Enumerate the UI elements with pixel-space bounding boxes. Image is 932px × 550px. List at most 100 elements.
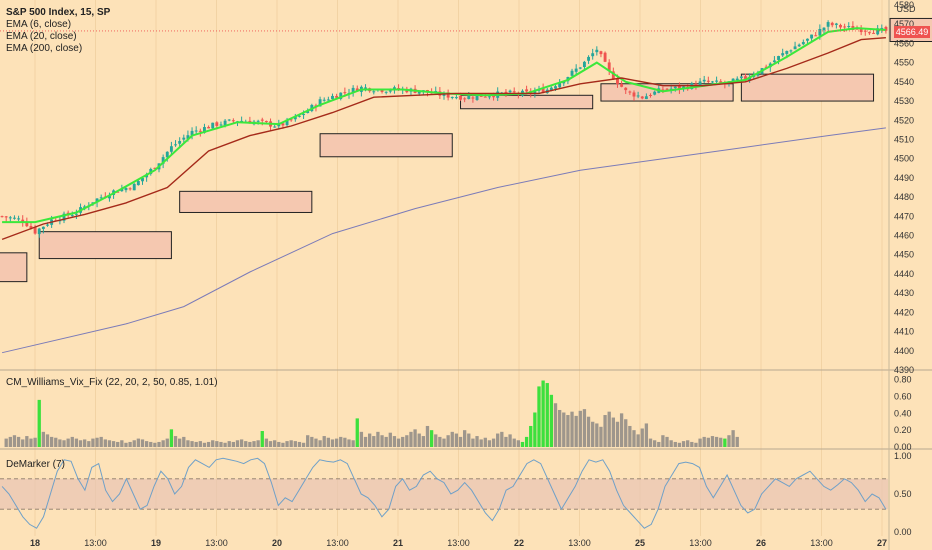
candle-body: [108, 196, 111, 199]
candle-body: [46, 224, 49, 226]
candle-body: [661, 89, 665, 91]
candle-body: [128, 188, 132, 190]
candle-body: [834, 23, 838, 25]
vix-bar: [380, 435, 384, 447]
vix-bar: [8, 436, 12, 447]
candle-body: [574, 68, 578, 72]
vix-bar: [553, 403, 558, 447]
candle-body: [777, 56, 780, 60]
vix-bar: [25, 436, 29, 447]
ema6-legend: EMA (6, close): [6, 19, 71, 30]
vix-bar: [710, 436, 715, 447]
candle-body: [880, 27, 884, 29]
vix-bar: [665, 436, 669, 447]
demarker-tick-label: 0.00: [894, 527, 912, 537]
candle-body: [599, 51, 603, 55]
vix-bar: [190, 441, 194, 447]
candle-body: [256, 120, 260, 122]
candle-body: [165, 151, 169, 158]
time-tick-label: 13:00: [568, 538, 591, 548]
vix-bar: [607, 411, 611, 447]
vix-bar: [186, 440, 190, 447]
price-tick-label: 4580: [894, 0, 914, 10]
vix-bar: [235, 440, 240, 447]
price-tick-label: 4440: [894, 269, 914, 279]
vix-bar: [434, 434, 438, 447]
vix-bar: [599, 426, 603, 447]
candle-body: [326, 99, 330, 101]
candle-body: [483, 96, 487, 98]
vix-bar: [384, 436, 388, 447]
candle-body: [302, 114, 306, 116]
vix-bar: [256, 440, 260, 447]
time-tick-label: 22: [514, 538, 524, 548]
candle-body: [632, 92, 636, 97]
candle-body: [207, 126, 211, 129]
vix-bar: [62, 440, 66, 447]
price-tick-label: 4400: [894, 346, 914, 356]
vix-bar: [529, 425, 533, 447]
vix-bar: [388, 432, 392, 447]
candle-body: [322, 99, 326, 101]
supply-zone: [740, 73, 875, 102]
price-tag-label: 4566.49: [896, 27, 929, 37]
vix-tick-label: 0.00: [894, 442, 912, 452]
vix-bar: [178, 438, 182, 447]
vix-bar: [595, 423, 599, 447]
vix-bar: [566, 415, 570, 447]
candle-body: [591, 53, 595, 57]
vix-bar: [29, 438, 33, 447]
price-tick-label: 4410: [894, 327, 914, 337]
vix-bar: [442, 438, 446, 447]
vix-bar: [227, 441, 231, 447]
vix-bar: [301, 442, 306, 447]
vix-tick-label: 0.80: [894, 375, 912, 385]
vix-bar: [314, 438, 318, 447]
vix-bar: [582, 409, 587, 447]
candle-body: [504, 91, 508, 94]
time-tick-label: 19: [151, 538, 161, 548]
vix-bar: [153, 442, 157, 447]
time-tick-label: 27: [877, 538, 887, 548]
vix-bar: [198, 441, 202, 447]
candle-body: [37, 228, 41, 235]
vix-bar: [557, 409, 562, 447]
candle-body: [549, 87, 553, 91]
candle-body: [558, 82, 562, 88]
supply-zone: [0, 252, 28, 283]
vix-bar: [215, 441, 219, 447]
vix-bar: [516, 440, 520, 447]
vix-bar: [409, 431, 413, 447]
demarker-pane: [0, 457, 888, 529]
vix-bar: [260, 431, 264, 447]
vix-bar: [244, 441, 248, 447]
time-tick-label: 18: [30, 538, 40, 548]
vix-bar: [355, 418, 359, 447]
candle-body: [120, 188, 124, 192]
candle-body: [492, 96, 496, 98]
vix-bar: [483, 437, 487, 447]
vix-bar: [297, 441, 302, 447]
vix-bar: [615, 421, 620, 447]
candle-body: [649, 94, 652, 96]
candle-body: [62, 213, 66, 221]
vix-bar: [603, 415, 607, 447]
vix-bar: [161, 440, 165, 447]
price-tick-label: 4390: [894, 365, 914, 375]
candle-body: [343, 92, 347, 94]
vix-bar: [450, 431, 454, 447]
vix-bar: [562, 412, 566, 447]
vix-bar: [54, 437, 58, 447]
candle-body: [731, 78, 735, 83]
candle-body: [273, 126, 277, 128]
candle-body: [587, 56, 591, 61]
price-tick-label: 4470: [894, 211, 914, 221]
vix-bar: [45, 434, 50, 447]
supply-zone: [460, 94, 594, 110]
currency-label: USD: [896, 4, 916, 14]
vix-bar: [157, 441, 161, 447]
candle-body: [318, 99, 322, 107]
candle-body: [74, 213, 78, 215]
time-tick-label: 13:00: [447, 538, 470, 548]
